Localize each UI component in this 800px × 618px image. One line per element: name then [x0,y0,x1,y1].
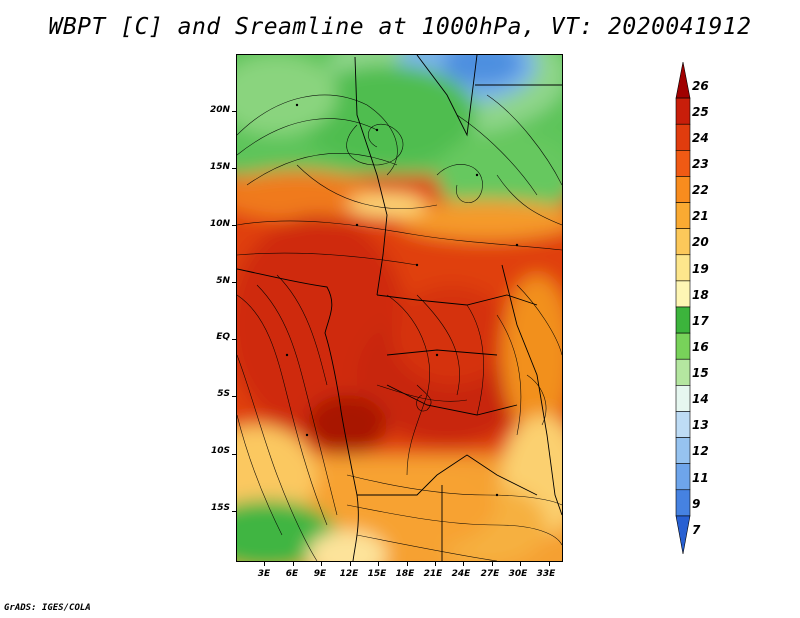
colorbar-segment-14 [675,385,691,412]
colorbar-label-15: 15 [692,366,709,380]
lat-tick [232,339,236,341]
lat-tick [232,111,236,113]
map-title: WBPT [C] and Sreamline at 1000hPa, VT: 2… [48,14,752,40]
lat-label-15s: 15S [210,503,230,513]
lon-tick [520,562,522,566]
colorbar-label-18: 18 [692,288,709,302]
colorbar-segment-20 [675,228,691,256]
colorbar-label-20: 20 [692,235,709,249]
lat-label-5s: 5S [217,389,230,399]
lon-label-6e: 6E [285,569,299,579]
lat-label-eq: EQ [216,332,230,342]
colorbar-label-22: 22 [692,183,709,197]
lon-tick [463,562,465,566]
lon-label-27e: 27E [480,569,500,579]
lat-label-15n: 15N [209,162,230,172]
grads-credit: GrADS: IGES/COLA [4,603,91,613]
colorbar-label-7: 7 [692,523,701,537]
colorbar-label-17: 17 [692,314,709,328]
colorbar-segment-19 [675,254,691,282]
lon-tick [435,562,437,566]
colorbar-label-12: 12 [692,444,709,458]
lat-tick [232,396,236,398]
colorbar-segment-24 [675,123,691,151]
lat-tick [232,510,236,512]
lon-tick [292,562,294,566]
lat-label-10n: 10N [209,219,230,229]
lon-label-30e: 30E [508,569,528,579]
colorbar-segment-18 [675,280,691,308]
lon-label-18e: 18E [395,569,415,579]
lon-tick [406,562,408,566]
colorbar-label-16: 16 [692,340,709,354]
lat-label-10s: 10S [210,446,230,456]
colorbar-label-14: 14 [692,392,709,406]
colorbar-segment-12 [675,437,691,464]
colorbar-label-19: 19 [692,262,709,276]
colorbar-segment-11 [675,463,691,491]
colorbar-label-26: 26 [692,79,709,93]
wbpt-field [237,55,562,561]
colorbar-segment-26 [675,62,691,99]
colorbar-label-11: 11 [692,471,709,485]
lon-label-24e: 24E [451,569,471,579]
map-panel [236,54,563,562]
lon-label-9e: 9E [313,569,327,579]
colorbar-label-25: 25 [692,105,709,119]
lat-tick [232,168,236,170]
lat-tick [232,282,236,284]
colorbar-label-24: 24 [692,131,709,145]
colorbar-label-23: 23 [692,157,709,171]
colorbar-segment-17 [675,306,691,334]
colorbar-segment-23 [675,150,691,177]
lat-label-20n: 20N [209,105,230,115]
colorbar-segment-7 [675,515,691,555]
lat-label-5n: 5N [216,276,230,286]
colorbar-segment-9 [675,489,691,517]
lon-label-12e: 12E [339,569,359,579]
lon-label-33e: 33E [536,569,556,579]
colorbar-label-9: 9 [692,497,701,511]
lat-tick [232,453,236,455]
lon-tick [321,562,323,566]
colorbar-segment-22 [675,176,691,203]
lon-tick [548,562,550,566]
lon-tick [349,562,351,566]
colorbar-label-13: 13 [692,418,709,432]
colorbar-segment-25 [675,97,691,125]
lon-label-21e: 21E [423,569,443,579]
colorbar-segment-15 [675,358,691,386]
lon-label-3e: 3E [257,569,271,579]
lat-tick [232,225,236,227]
colorbar [675,62,691,555]
lon-tick [491,562,493,566]
lon-tick [264,562,266,566]
colorbar-segment-16 [675,332,691,360]
lon-label-15e: 15E [367,569,387,579]
lon-tick [378,562,380,566]
colorbar-segment-13 [675,411,691,438]
colorbar-label-21: 21 [692,209,709,223]
colorbar-segment-21 [675,202,691,229]
